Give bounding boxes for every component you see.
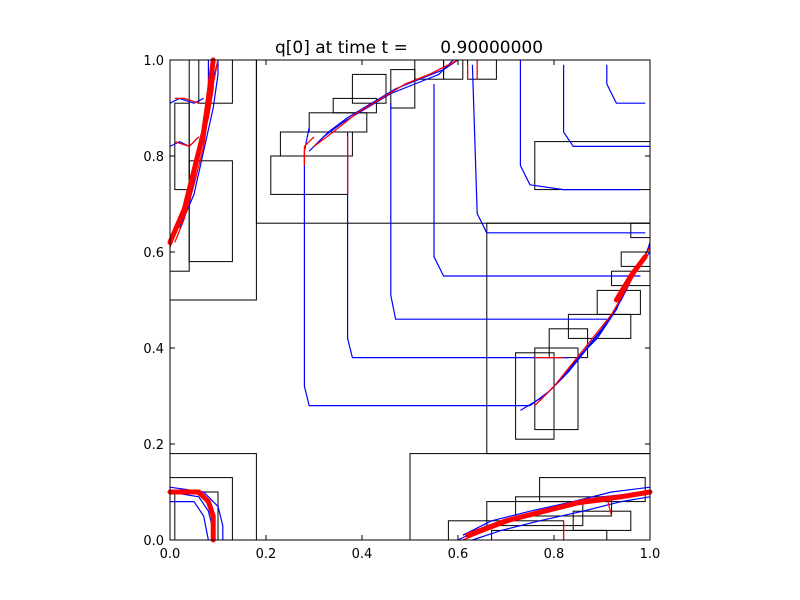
y-tick-label-4: 0.8 xyxy=(143,150,164,165)
amr-patch-14 xyxy=(390,69,416,109)
front-layer xyxy=(167,57,653,543)
contour-line-15 xyxy=(170,501,209,541)
x-tick-label-3: 0.6 xyxy=(448,547,469,562)
amr-patch-23 xyxy=(596,289,641,315)
front-band-0 xyxy=(167,57,216,245)
plot-frame xyxy=(169,59,651,541)
tick-layer: 0.0 0.2 0.4 0.6 0.8 1.0 0.0 0.2 0.4 0.6 0.8 1.0 xyxy=(143,54,660,562)
amr-patch-30 xyxy=(486,501,584,527)
x-tick-label-0: 0.0 xyxy=(160,547,181,562)
y-tick-label-2: 0.4 xyxy=(143,342,164,357)
amr-patch-20 xyxy=(534,347,579,431)
contour-line-23 xyxy=(308,59,454,152)
y-tick-label-3: 0.6 xyxy=(143,246,164,261)
contour-line-5 xyxy=(519,60,641,191)
x-tick-label-1: 0.2 xyxy=(256,547,277,562)
amr-patch-13 xyxy=(351,73,387,104)
y-tick-label-0: 0.0 xyxy=(143,534,164,549)
contour-line-4 xyxy=(471,64,646,234)
contour-line-7 xyxy=(606,64,646,104)
contour-line-17 xyxy=(462,486,651,536)
front-band-3 xyxy=(613,254,648,303)
front-line-12 xyxy=(174,97,200,104)
front-line-11 xyxy=(174,136,200,148)
front-band-1 xyxy=(167,489,216,543)
contour-line-22 xyxy=(313,59,459,147)
contour-line-1 xyxy=(347,132,569,359)
y-tick-label-5: 1.0 xyxy=(143,54,164,69)
front-line-6 xyxy=(313,59,459,147)
amr-patch-6 xyxy=(188,160,233,263)
x-tick-label-2: 0.4 xyxy=(352,547,373,562)
contour-line-11 xyxy=(169,97,204,104)
contour-line-3 xyxy=(433,84,641,277)
front-band-2 xyxy=(465,489,653,538)
front-line-7 xyxy=(303,136,315,166)
contour-line-2 xyxy=(390,103,607,320)
contour-layer xyxy=(169,59,651,541)
contour-line-18 xyxy=(472,496,651,541)
chart-title: q[0] at time t = 0.90000000 xyxy=(275,38,543,58)
contour-line-10 xyxy=(179,60,219,229)
contour-line-6 xyxy=(562,64,650,147)
contour-line-0 xyxy=(303,127,530,407)
x-tick-label-4: 0.8 xyxy=(544,547,565,562)
y-tick-label-1: 0.2 xyxy=(143,438,164,453)
front-line-1 xyxy=(174,59,219,243)
x-tick-label-5: 1.0 xyxy=(640,547,661,562)
